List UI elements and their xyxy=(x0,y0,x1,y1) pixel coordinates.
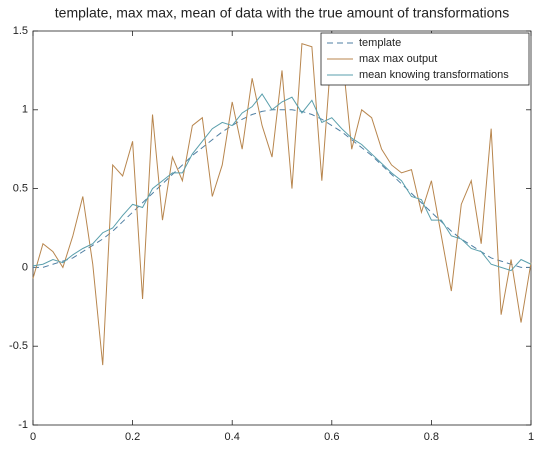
legend-label: mean knowing transformations xyxy=(359,69,509,81)
plot-frame xyxy=(32,30,532,426)
legend-box xyxy=(320,32,530,86)
line-series xyxy=(32,93,532,272)
x-tick-label: 0.6 xyxy=(324,431,339,443)
y-tick-label: 1.5 xyxy=(13,25,28,37)
x-tick-label: 0.8 xyxy=(424,431,439,443)
legend-label: template xyxy=(359,37,401,49)
line-series xyxy=(33,109,531,268)
x-tick-label: 0.4 xyxy=(225,431,240,443)
y-tick-label: -0.5 xyxy=(9,340,28,352)
y-tick-label: 1 xyxy=(22,104,28,116)
y-tick-label: -1 xyxy=(18,419,28,431)
chart-title: template, max max, mean of data with the… xyxy=(55,5,509,21)
x-tick-label: 0 xyxy=(30,431,36,443)
legend-label: max max output xyxy=(359,53,437,65)
x-tick-label: 1 xyxy=(528,431,534,443)
y-tick-label: 0.5 xyxy=(13,183,28,195)
line-series xyxy=(32,42,532,366)
x-tick-label: 0.2 xyxy=(125,431,140,443)
y-tick-label: 0 xyxy=(22,261,28,273)
